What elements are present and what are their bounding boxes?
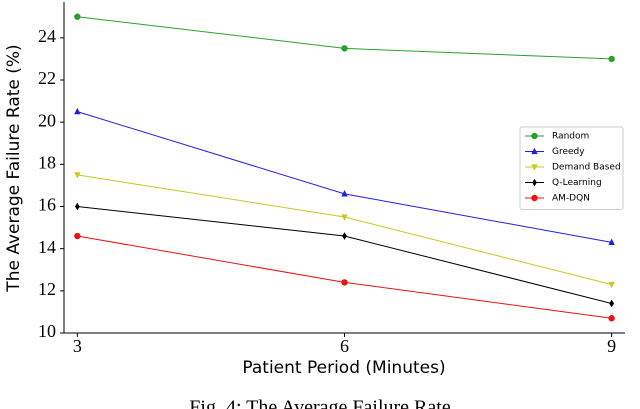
- legend-label: Random: [552, 132, 589, 142]
- legend-label: Greedy: [552, 147, 585, 157]
- series-line: [77, 206, 612, 304]
- y-tick-label: 18: [38, 152, 56, 172]
- marker: [74, 202, 80, 211]
- marker: [342, 232, 347, 240]
- y-tick-label: 24: [38, 26, 56, 46]
- marker: [341, 279, 348, 286]
- marker: [608, 238, 615, 245]
- marker: [531, 132, 538, 140]
- y-tick-label: 20: [38, 110, 56, 130]
- y-tick-label: 10: [38, 321, 56, 341]
- marker: [341, 214, 348, 221]
- marker: [532, 178, 537, 187]
- legend-label: Demand Based: [552, 163, 621, 173]
- x-tick-label: 3: [73, 336, 82, 356]
- marker: [609, 299, 615, 308]
- marker: [74, 232, 81, 240]
- legend-box: [519, 126, 624, 210]
- caption: Fig. 4: The Average Failure Rate: [189, 397, 451, 409]
- x-tick-label: 6: [340, 336, 349, 356]
- y-tick-label: 16: [38, 195, 56, 215]
- marker: [341, 45, 348, 52]
- series-line: [77, 235, 612, 319]
- marker: [531, 147, 538, 155]
- marker: [608, 315, 615, 322]
- marker: [74, 13, 81, 20]
- y-axis-label: The Average Failure Rate (%): [4, 44, 24, 292]
- marker: [74, 107, 81, 115]
- marker: [74, 172, 81, 179]
- x-axis-label: Patient Period (Minutes): [242, 358, 445, 378]
- y-tick-label: 12: [38, 279, 56, 299]
- y-tick-label: 22: [38, 68, 56, 88]
- legend-label: AM-DQN: [552, 194, 590, 204]
- series-line: [77, 16, 612, 60]
- y-tick-label: 14: [38, 237, 56, 257]
- x-tick-label: 9: [607, 336, 616, 356]
- marker: [341, 190, 348, 197]
- marker: [531, 164, 538, 171]
- marker: [608, 281, 615, 289]
- legend-label: Q-Learning: [552, 178, 602, 188]
- marker: [608, 55, 615, 63]
- marker: [531, 194, 538, 202]
